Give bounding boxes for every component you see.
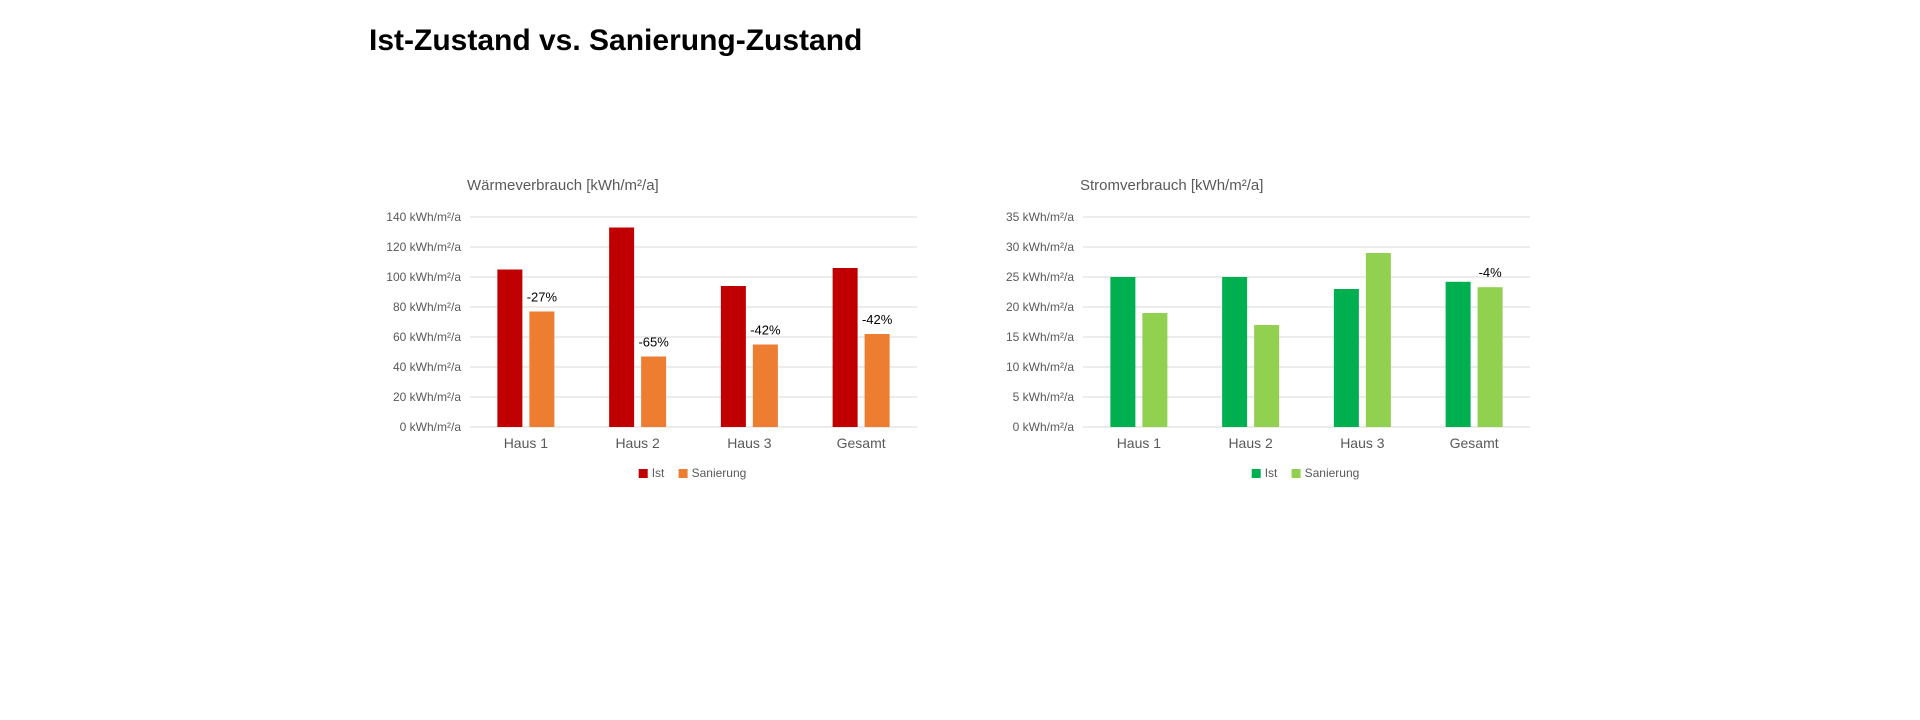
data-label: -42% [862,312,893,327]
x-tick-label: Haus 2 [615,435,660,451]
bar-sanierung-haus-1 [1142,313,1168,427]
x-tick-label: Haus 1 [1117,435,1162,451]
y-tick-label: 30 kWh/m²/a [1006,240,1074,254]
data-label: -65% [638,335,669,350]
y-tick-label: 0 kWh/m²/a [400,420,462,434]
legend-swatch-sanierung [1291,469,1301,478]
bar-ist-haus-1 [1110,277,1136,427]
data-label: -4% [1479,265,1503,280]
y-tick-label: 35 kWh/m²/a [1006,210,1074,224]
chart-waerme: Wärmeverbrauch [kWh/m²/a] 0 kWh/m²/a 20 kW… [362,160,962,500]
page-title: Ist-Zustand vs. Sanierung-Zustand [369,24,863,57]
x-tick-label: Gesamt [837,435,886,451]
x-tick-label: Haus 3 [1340,435,1385,451]
bar-sanierung-haus-2 [1254,325,1280,427]
legend-label-ist: Ist [652,466,665,480]
chart-waerme-svg: Wärmeverbrauch [kWh/m²/a] 0 kWh/m²/a 20 kW… [386,177,917,480]
chart-title: Stromverbrauch [kWh/m²/a] [1080,177,1263,194]
data-label: -27% [527,290,558,305]
legend: Ist Sanierung [638,466,747,480]
chart-strom: Stromverbrauch [kWh/m²/a] 0 kWh/m²/a 5 kWh… [975,160,1575,500]
y-tick-label: 20 kWh/m²/a [1006,300,1074,314]
bar-ist-gesamt [832,268,858,427]
legend-swatch-sanierung [678,469,688,478]
bar-sanierung-haus-3 [1365,253,1391,427]
y-tick-label: 140 kWh/m²/a [386,210,461,224]
bar-ist-gesamt [1445,281,1471,427]
y-tick-label: 10 kWh/m²/a [1006,360,1074,374]
bar-sanierung-gesamt [864,334,890,427]
y-tick-label: 60 kWh/m²/a [393,330,461,344]
legend-swatch-ist [638,469,648,478]
bar-sanierung-gesamt [1477,287,1503,427]
y-tick-label: 40 kWh/m²/a [393,360,461,374]
legend-label-sanierung: Sanierung [692,466,747,480]
chart-strom-svg: Stromverbrauch [kWh/m²/a] 0 kWh/m²/a 5 kWh… [1006,177,1530,480]
legend-label-ist: Ist [1265,466,1278,480]
y-tick-label: 100 kWh/m²/a [386,270,461,284]
data-label: -42% [750,323,781,338]
bar-ist-haus-3 [1333,289,1359,427]
x-tick-label: Haus 2 [1228,435,1273,451]
bar-sanierung-haus-2 [641,356,667,427]
bar-ist-haus-3 [720,286,746,427]
y-tick-label: 80 kWh/m²/a [393,300,461,314]
chart-title: Wärmeverbrauch [kWh/m²/a] [467,177,659,194]
legend: Ist Sanierung [1251,466,1360,480]
bar-ist-haus-1 [497,269,523,427]
y-tick-label: 15 kWh/m²/a [1006,330,1074,344]
x-tick-label: Haus 1 [504,435,549,451]
legend-swatch-ist [1251,469,1261,478]
y-tick-label: 20 kWh/m²/a [393,390,461,404]
y-tick-label: 5 kWh/m²/a [1013,390,1075,404]
x-tick-label: Haus 3 [727,435,772,451]
bar-sanierung-haus-3 [752,344,778,427]
bar-ist-haus-2 [1222,277,1248,427]
x-tick-label: Gesamt [1450,435,1499,451]
y-tick-label: 120 kWh/m²/a [386,240,461,254]
y-tick-label: 0 kWh/m²/a [1013,420,1075,434]
legend-label-sanierung: Sanierung [1305,466,1360,480]
y-tick-label: 25 kWh/m²/a [1006,270,1074,284]
bar-ist-haus-2 [609,227,635,427]
bar-sanierung-haus-1 [529,311,555,427]
